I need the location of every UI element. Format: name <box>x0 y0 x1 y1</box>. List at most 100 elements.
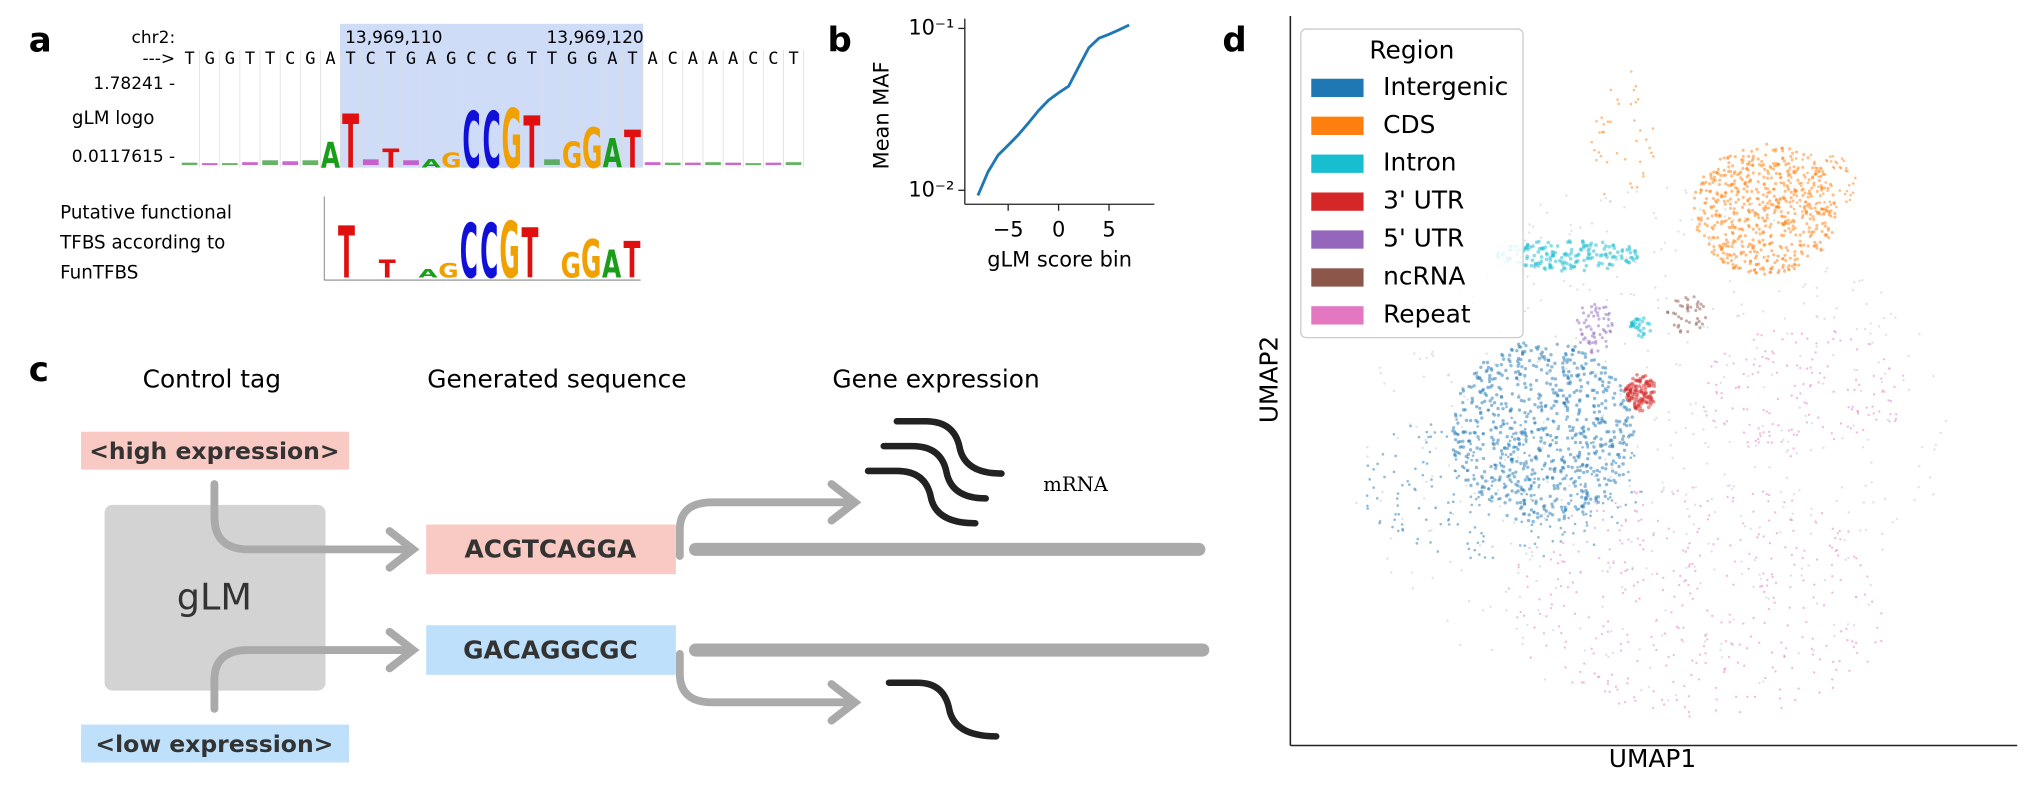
point <box>1642 174 1645 178</box>
point <box>1518 595 1522 598</box>
point <box>1593 672 1596 675</box>
point <box>1626 416 1630 420</box>
point <box>1918 464 1921 468</box>
point <box>1624 406 1628 410</box>
point <box>1757 239 1761 243</box>
point <box>1807 191 1811 196</box>
point <box>1779 531 1782 534</box>
point <box>1655 572 1659 575</box>
point <box>1408 483 1411 486</box>
point <box>1566 447 1571 451</box>
point <box>1699 582 1702 585</box>
point <box>1761 206 1766 211</box>
point <box>1590 305 1594 309</box>
point <box>1699 182 1703 186</box>
point <box>1605 160 1609 164</box>
tfbs-letter: C <box>460 209 478 296</box>
point <box>1761 163 1766 167</box>
point <box>1578 389 1583 393</box>
y-label: Mean MAF <box>869 61 893 169</box>
point <box>1641 503 1645 507</box>
point <box>1585 524 1589 527</box>
point <box>1696 530 1699 534</box>
point <box>1830 546 1834 549</box>
point <box>1793 212 1797 216</box>
point <box>1790 518 1794 522</box>
point <box>1639 543 1642 547</box>
point <box>1805 421 1809 424</box>
point <box>1585 256 1590 261</box>
point <box>1545 211 1549 215</box>
point <box>1638 408 1642 413</box>
point <box>1741 195 1745 199</box>
logo-letter <box>221 163 238 166</box>
x-tick-label: −5 <box>993 217 1024 241</box>
point <box>1798 489 1801 492</box>
point <box>1621 472 1625 477</box>
point <box>1627 390 1632 395</box>
point <box>1716 236 1720 240</box>
point <box>1650 151 1653 155</box>
base: A <box>648 49 658 69</box>
point <box>1389 537 1393 540</box>
point <box>1617 464 1621 469</box>
point <box>1747 567 1750 570</box>
point <box>1573 479 1577 484</box>
point <box>1490 368 1494 372</box>
point <box>1680 304 1685 308</box>
base: T <box>788 49 798 69</box>
point <box>1431 350 1434 353</box>
mrna-icon <box>864 417 1005 740</box>
point <box>1788 147 1792 151</box>
point <box>1525 414 1529 419</box>
point <box>1533 471 1537 475</box>
point <box>1783 501 1786 504</box>
point <box>1778 176 1782 180</box>
point <box>1745 358 1748 361</box>
point <box>1523 420 1528 424</box>
point <box>1617 455 1622 459</box>
point <box>1685 191 1688 194</box>
point <box>1593 423 1597 428</box>
point <box>1575 403 1579 407</box>
point <box>1646 350 1650 353</box>
point <box>1468 448 1473 452</box>
point <box>1459 500 1462 503</box>
point <box>1521 443 1525 446</box>
header: Control tag <box>143 365 281 394</box>
point <box>1823 200 1826 204</box>
point <box>1565 367 1568 370</box>
point <box>1761 200 1765 204</box>
point <box>1880 377 1883 380</box>
point <box>1726 156 1730 160</box>
point <box>1780 429 1783 432</box>
point <box>1528 409 1533 414</box>
point <box>1625 423 1629 428</box>
point <box>1525 440 1528 444</box>
point <box>1523 376 1526 380</box>
point <box>1445 435 1449 438</box>
point <box>1766 578 1769 582</box>
point <box>1485 352 1488 355</box>
point <box>1819 213 1823 216</box>
point <box>1839 422 1843 425</box>
point <box>1804 283 1807 286</box>
point <box>1801 210 1804 213</box>
point <box>1612 435 1617 440</box>
point <box>1871 405 1874 408</box>
point <box>1468 431 1472 435</box>
tfbs-letter: G <box>438 260 458 283</box>
point <box>1553 259 1558 264</box>
point <box>1636 659 1639 663</box>
point <box>1749 527 1752 530</box>
point <box>1662 703 1666 706</box>
logo-letter <box>302 160 319 166</box>
point <box>1546 514 1550 518</box>
point <box>1706 609 1709 612</box>
point <box>1779 210 1783 214</box>
point <box>1832 437 1836 441</box>
point <box>1838 165 1842 169</box>
point <box>1394 512 1397 516</box>
point <box>1717 183 1721 187</box>
point <box>1794 233 1798 237</box>
